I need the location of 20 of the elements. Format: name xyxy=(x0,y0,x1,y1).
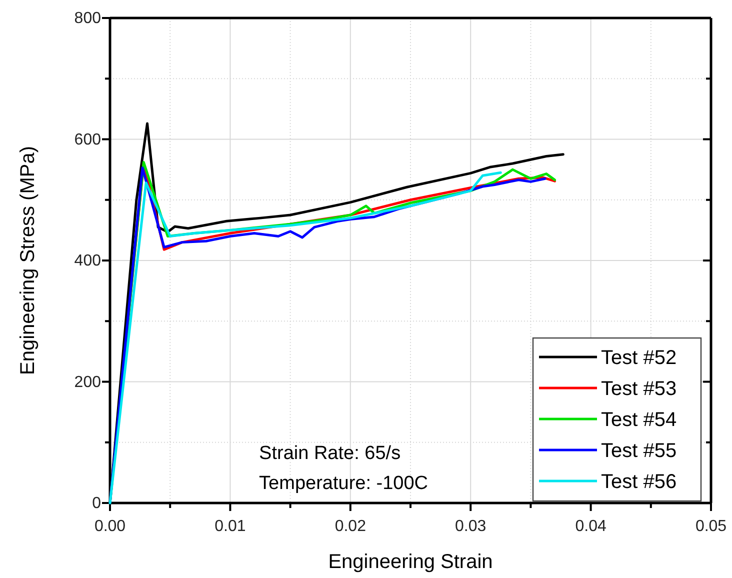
y-axis-title: Engineering Stress (MPa) xyxy=(17,146,39,375)
y-tick-label: 200 xyxy=(74,374,102,391)
annotation: Temperature: -100C xyxy=(259,473,428,494)
y-tick-label: 800 xyxy=(74,10,102,28)
y-tick-label: 0 xyxy=(92,495,102,512)
legend-label: Test #53 xyxy=(601,378,677,400)
x-tick-label: 0.01 xyxy=(214,518,246,536)
annotation: Strain Rate: 65/s xyxy=(259,443,401,464)
legend-label: Test #54 xyxy=(601,409,677,431)
x-axis-title: Engineering Strain xyxy=(328,551,493,573)
x-tick-label: 0.04 xyxy=(575,518,606,536)
y-tick-label: 600 xyxy=(74,131,102,148)
x-tick-label: 0.02 xyxy=(334,518,366,536)
y-tick-label: 400 xyxy=(74,252,102,270)
x-tick-label: 0.03 xyxy=(455,518,486,536)
legend-label: Test #52 xyxy=(601,347,677,369)
x-tick-label: 0.00 xyxy=(94,518,126,536)
legend-label: Test #56 xyxy=(601,471,677,493)
x-tick-label: 0.05 xyxy=(695,518,727,536)
legend-label: Test #55 xyxy=(601,440,677,462)
